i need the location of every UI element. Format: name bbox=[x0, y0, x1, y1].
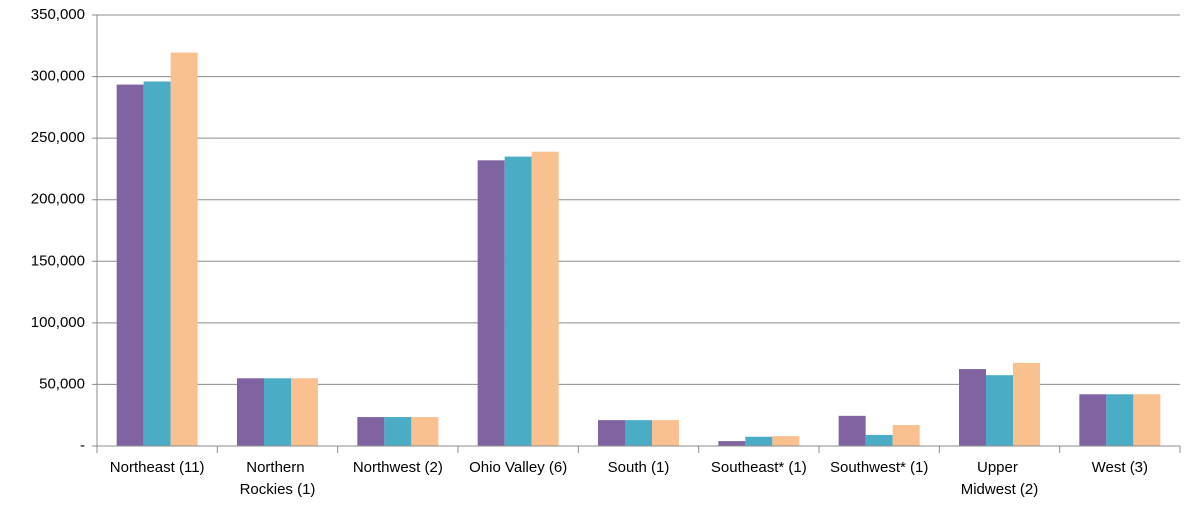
bar bbox=[598, 420, 625, 446]
x-tick-label: West (3) bbox=[1092, 459, 1148, 476]
bar bbox=[143, 81, 171, 447]
y-tick-label: - bbox=[80, 437, 85, 454]
y-tick-label: 250,000 bbox=[31, 129, 85, 146]
bar bbox=[357, 417, 385, 446]
x-tick-label: Southeast* (1) bbox=[711, 459, 807, 476]
x-tick-label: South (1) bbox=[608, 459, 670, 476]
bar bbox=[772, 436, 800, 446]
bar bbox=[291, 378, 318, 446]
bar bbox=[264, 378, 291, 446]
bar bbox=[625, 420, 652, 446]
x-tick-label: Ohio Valley (6) bbox=[469, 459, 567, 476]
x-tick-label: Northwest (2) bbox=[353, 459, 443, 476]
bar bbox=[838, 415, 866, 446]
bar bbox=[865, 434, 893, 446]
y-tick-label: 200,000 bbox=[31, 191, 85, 208]
bar bbox=[986, 375, 1013, 446]
bar bbox=[1013, 362, 1040, 446]
bar bbox=[477, 160, 505, 446]
bar bbox=[411, 417, 439, 446]
bar bbox=[1079, 394, 1107, 446]
y-tick-label: 50,000 bbox=[39, 375, 85, 392]
bar bbox=[718, 441, 746, 446]
bar bbox=[116, 84, 144, 446]
bar bbox=[237, 378, 264, 446]
y-tick-label: 350,000 bbox=[31, 6, 85, 23]
bar bbox=[504, 156, 532, 446]
bar bbox=[1133, 394, 1161, 446]
bar bbox=[1106, 394, 1134, 446]
bar bbox=[892, 425, 920, 446]
bar bbox=[745, 436, 773, 446]
x-tick-label: Southwest* (1) bbox=[830, 459, 928, 476]
bar bbox=[384, 417, 412, 446]
x-tick-label: Northeast (11) bbox=[110, 459, 205, 476]
y-tick-label: 300,000 bbox=[31, 68, 85, 85]
x-tick-label: Northern Rockies (1) bbox=[240, 459, 316, 498]
bar bbox=[170, 52, 198, 447]
y-tick-label: 150,000 bbox=[31, 252, 85, 269]
bar bbox=[652, 420, 679, 446]
bar bbox=[959, 369, 986, 446]
y-tick-label: 100,000 bbox=[31, 314, 85, 331]
x-tick-label: Upper Midwest (2) bbox=[961, 459, 1039, 498]
bar bbox=[531, 151, 559, 446]
